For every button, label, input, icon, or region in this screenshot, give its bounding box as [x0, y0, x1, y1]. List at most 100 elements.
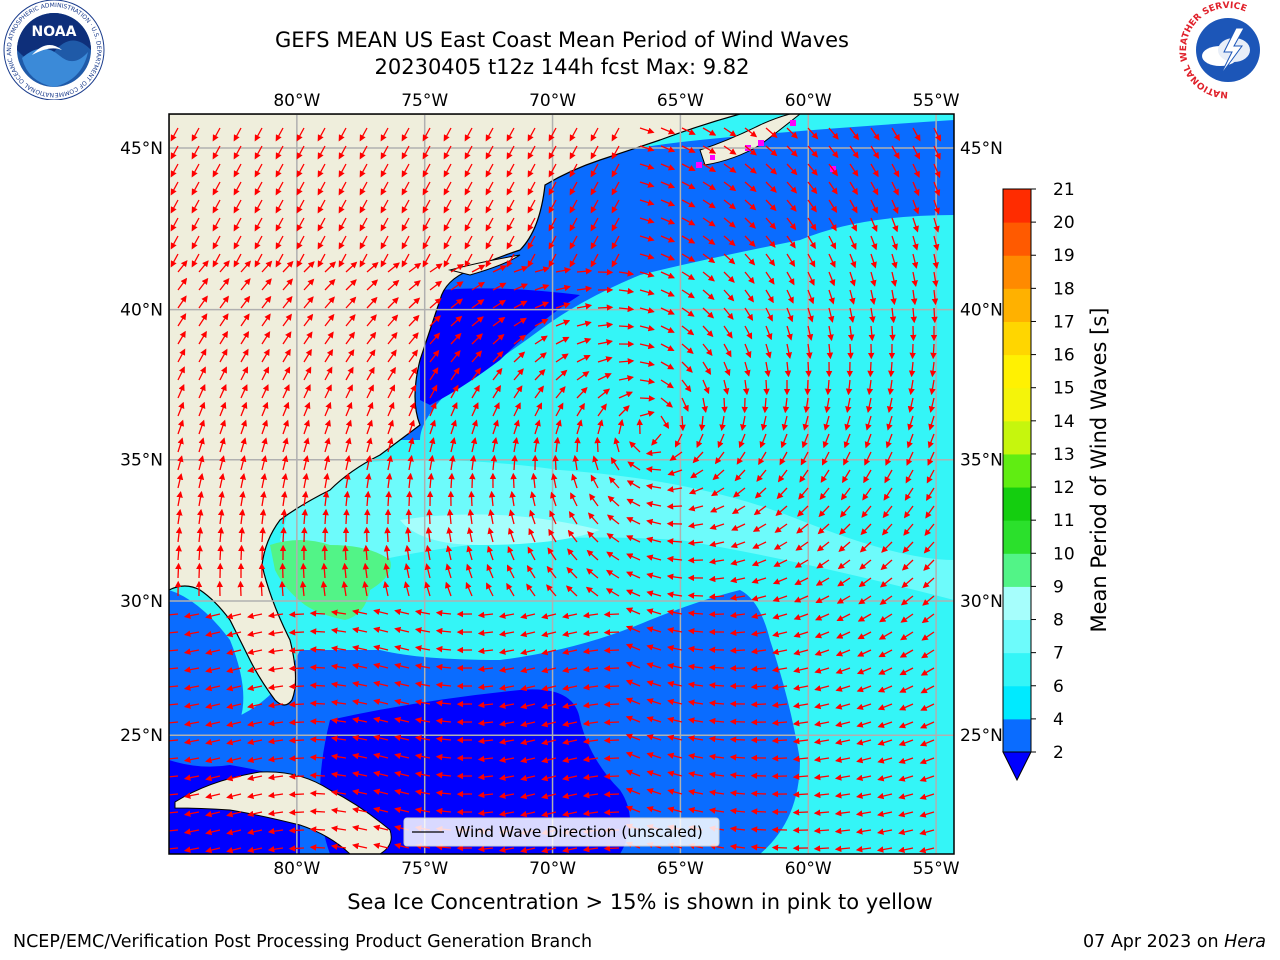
wave-vector — [254, 127, 263, 142]
colorbar-tick-label: 19 — [1053, 246, 1075, 266]
wave-vector — [303, 366, 312, 381]
colorbar-tick-label: 20 — [1053, 213, 1075, 233]
wave-vector — [446, 508, 454, 525]
wave-vector — [597, 356, 613, 363]
wave-vector — [885, 433, 893, 449]
wave-vector — [884, 469, 893, 484]
wave-vector — [191, 127, 200, 142]
lon-label-bottom: 65°W — [657, 859, 704, 879]
wave-vector — [359, 163, 368, 178]
credit-date: 07 Apr 2023 on Hera — [1083, 932, 1266, 952]
wave-vector — [618, 405, 630, 417]
wave-vector — [590, 474, 599, 489]
wave-vector — [887, 379, 894, 396]
wave-vector — [345, 349, 355, 363]
wave-vector — [338, 145, 347, 160]
wave-vector — [828, 235, 836, 250]
wave-vector — [303, 384, 311, 399]
wave-vector — [864, 451, 872, 466]
wave-vector — [723, 217, 736, 228]
lon-label-top: 80°W — [273, 91, 320, 111]
wave-vector — [839, 523, 851, 535]
wave-vector — [681, 307, 695, 317]
wave-vector — [646, 518, 662, 526]
wave-vector — [529, 491, 537, 507]
wave-vector — [240, 278, 251, 291]
wave-vector — [317, 199, 326, 214]
wave-vector — [759, 433, 767, 449]
wave-vector — [259, 526, 266, 543]
wave-vector — [233, 127, 242, 142]
wave-vector — [177, 437, 184, 453]
wave-vector — [261, 278, 272, 291]
wave-vector — [448, 472, 455, 489]
wave-vector — [891, 127, 900, 142]
wave-vector — [933, 217, 940, 233]
wave-vector — [406, 472, 414, 489]
wave-vector — [883, 487, 893, 501]
wave-vector — [303, 348, 312, 363]
wave-vector — [660, 397, 673, 408]
wave-vector — [603, 791, 620, 798]
wave-vector — [490, 454, 498, 471]
wave-vector — [639, 199, 655, 206]
wave-vector — [177, 455, 184, 471]
wave-vector — [702, 289, 715, 300]
wave-vector — [708, 611, 725, 618]
wave-vector — [386, 455, 393, 471]
wave-vector — [380, 235, 389, 250]
wave-vector — [450, 281, 464, 291]
wave-vector — [197, 473, 205, 489]
wave-vector — [446, 526, 453, 543]
wave-vector — [492, 265, 507, 273]
wave-vector — [782, 397, 790, 414]
lon-label-top: 60°W — [785, 91, 832, 111]
wave-vector — [754, 487, 767, 499]
wave-vector — [681, 145, 696, 153]
wave-vector — [889, 307, 897, 324]
wave-vector — [175, 544, 182, 561]
wave-vector — [488, 490, 496, 507]
wave-vector — [702, 343, 713, 357]
wave-vector — [891, 181, 899, 196]
wave-vector — [309, 808, 326, 815]
wave-vector — [288, 791, 305, 798]
wave-vector — [553, 436, 561, 453]
wave-vector — [429, 437, 436, 453]
wave-vector — [218, 473, 226, 489]
colorbar-extend-min — [1002, 751, 1032, 782]
wave-vector — [570, 492, 578, 507]
wave-vector — [309, 664, 326, 671]
wave-vector — [849, 127, 860, 141]
wave-vector — [366, 366, 375, 381]
wave-vector — [912, 145, 920, 160]
wave-vector — [639, 342, 655, 350]
wave-vector — [513, 334, 527, 345]
wave-vector — [385, 490, 392, 507]
wave-vector — [786, 163, 798, 176]
wave-vector — [450, 332, 462, 345]
wave-vector — [813, 845, 830, 852]
wave-vector — [254, 235, 263, 250]
wave-vector — [366, 331, 377, 345]
wave-vector — [510, 472, 517, 489]
wave-vector — [429, 367, 439, 381]
wave-vector — [296, 163, 305, 178]
wave-vector — [170, 145, 179, 160]
wave-vector — [506, 163, 515, 178]
wave-vector — [279, 562, 286, 579]
wave-vector — [903, 505, 914, 519]
wave-vector — [590, 163, 599, 178]
wave-vector — [660, 217, 676, 225]
wave-vector — [301, 526, 308, 543]
wave-vector — [261, 366, 269, 381]
wave-vector — [618, 323, 635, 330]
wave-vector — [639, 325, 655, 332]
wave-vector — [805, 361, 812, 378]
wave-vector — [589, 493, 599, 507]
wave-vector — [891, 235, 898, 251]
wave-vector — [485, 253, 494, 268]
wave-vector — [238, 544, 245, 561]
wave-vector — [296, 145, 305, 160]
wave-vector — [191, 217, 200, 232]
